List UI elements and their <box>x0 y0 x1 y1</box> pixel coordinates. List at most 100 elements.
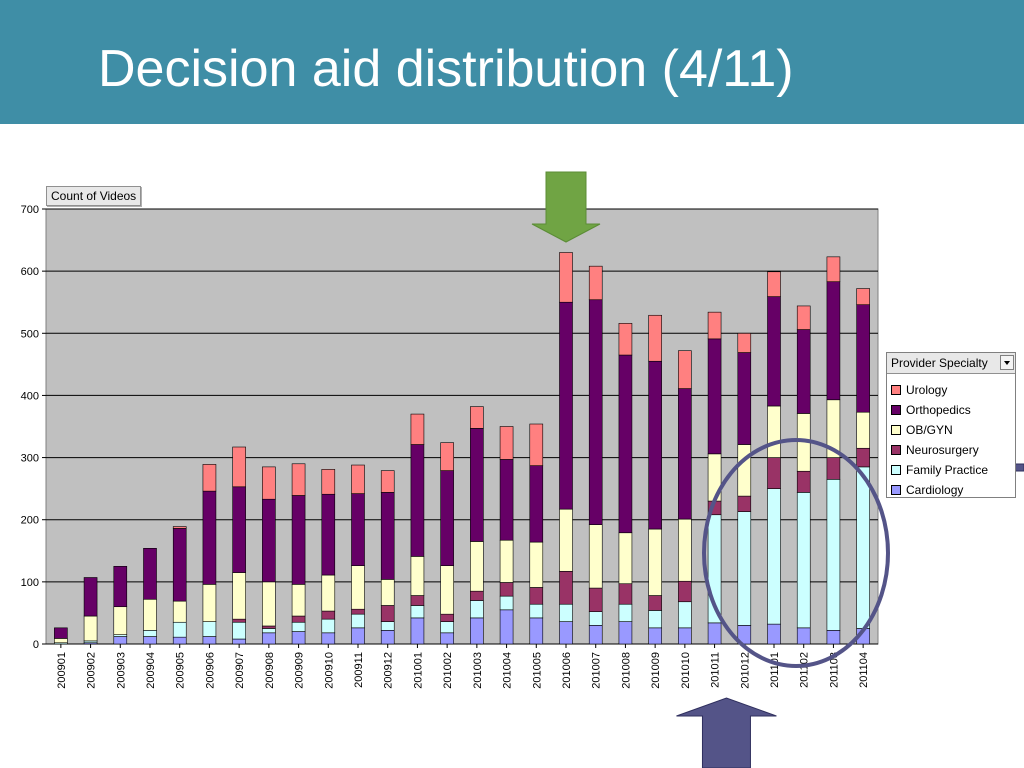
title-bar <box>0 0 1024 124</box>
bar-segment-ob-gyn <box>83 615 98 642</box>
bar-segment-ob-gyn <box>54 638 68 644</box>
bar-segment-orthopedics <box>559 301 573 510</box>
legend-label: OB/GYN <box>906 423 953 437</box>
bar-segment-orthopedics <box>54 627 68 639</box>
x-tick-label: 200901 <box>56 652 68 689</box>
dropdown-arrow-icon[interactable] <box>1000 355 1014 370</box>
bar-segment-ob-gyn <box>351 565 365 610</box>
y-tick-label: 500 <box>21 328 39 340</box>
legend-label: Neurosurgery <box>906 443 979 457</box>
bar-segment-family-practice <box>856 466 870 629</box>
y-tick-label: 300 <box>21 453 39 465</box>
legend-item-orthopedics[interactable]: Orthopedics <box>891 400 1015 420</box>
bar-segment-cardiology <box>380 630 395 645</box>
x-tick-label: 201102 <box>799 652 811 688</box>
legend-label: Orthopedics <box>906 403 971 417</box>
y-tick-label: 600 <box>21 266 39 278</box>
bar-segment-ob-gyn <box>143 598 157 631</box>
bar-segment-orthopedics <box>737 352 752 445</box>
legend: Provider Specialty Urology Orthopedics OB/… <box>886 352 1016 498</box>
bar-segment-orthopedics <box>678 388 692 520</box>
bar-segment-neurosurgery <box>499 582 514 597</box>
x-tick-label: 200904 <box>145 652 157 689</box>
legend-item-cardiology[interactable]: Cardiology <box>891 480 1015 500</box>
bar-segment-cardiology <box>291 631 306 645</box>
legend-title: Provider Specialty <box>891 356 988 370</box>
x-tick-label: 200912 <box>383 652 395 689</box>
blue-up-arrow-annotation <box>676 697 777 768</box>
bar-segment-orthopedics <box>380 492 395 580</box>
legend-header[interactable]: Provider Specialty <box>887 353 1015 374</box>
x-tick-label: 200908 <box>264 652 276 689</box>
bar-segment-neurosurgery <box>262 625 276 629</box>
bar-segment-urology <box>470 406 484 429</box>
bar-segment-ob-gyn <box>202 584 217 622</box>
bar-segment-family-practice <box>678 601 692 629</box>
bar-segment-urology <box>559 252 573 303</box>
legend-swatch <box>891 465 901 475</box>
bar-segment-family-practice <box>529 603 544 619</box>
x-tick-label: 200903 <box>115 652 127 689</box>
legend-label: Urology <box>906 383 948 397</box>
bar-segment-ob-gyn <box>321 574 336 612</box>
bar-segment-ob-gyn <box>172 600 187 623</box>
x-tick-label: 201007 <box>591 652 603 689</box>
bar-segment-family-practice <box>796 492 811 629</box>
bar-segment-neurosurgery <box>321 610 336 620</box>
bar-segment-cardiology <box>321 632 336 645</box>
legend-item-family-practice[interactable]: Family Practice <box>891 460 1015 480</box>
bar-segment-orthopedics <box>826 281 841 401</box>
bar-segment-urology <box>440 442 454 471</box>
bar-segment-orthopedics <box>440 470 454 567</box>
y-tick-label: 0 <box>33 639 39 651</box>
bar-segment-ob-gyn <box>678 518 692 582</box>
bar-segment-urology <box>172 526 187 529</box>
bar-segment-urology <box>618 323 633 356</box>
bar-segment-neurosurgery <box>588 587 603 612</box>
bar-segment-cardiology <box>172 636 187 645</box>
bar-segment-cardiology <box>678 627 692 645</box>
bar-segment-orthopedics <box>113 566 128 608</box>
bar-segment-neurosurgery <box>856 447 870 468</box>
legend-swatch <box>891 385 901 395</box>
x-tick-label: 200905 <box>175 652 187 689</box>
bar-segment-urology <box>737 332 752 353</box>
bar-segment-orthopedics <box>529 465 544 543</box>
bar-segment-ob-gyn <box>410 556 425 596</box>
green-arrow-annotation <box>531 171 601 243</box>
bar-segment-cardiology <box>796 627 811 645</box>
bar-segment-neurosurgery <box>618 583 633 605</box>
bar-segment-orthopedics <box>202 490 217 585</box>
y-tick-label: 700 <box>21 204 39 216</box>
x-tick-label: 201104 <box>858 652 870 688</box>
bar-segment-neurosurgery <box>410 595 425 606</box>
bar-segment-urology <box>648 314 662 362</box>
bar-segment-neurosurgery <box>648 595 662 611</box>
legend-item-neurosurgery[interactable]: Neurosurgery <box>891 440 1015 460</box>
legend-item-ob-gyn[interactable]: OB/GYN <box>891 420 1015 440</box>
bar-segment-orthopedics <box>767 296 781 407</box>
bar-segment-ob-gyn <box>113 606 128 635</box>
legend-item-urology[interactable]: Urology <box>891 380 1015 400</box>
bar-segment-ob-gyn <box>232 572 246 620</box>
bar-segment-orthopedics <box>856 304 870 413</box>
bar-segment-neurosurgery <box>440 613 454 622</box>
bar-segment-cardiology <box>262 632 276 645</box>
field-label-count-of-videos[interactable]: Count of Videos <box>46 186 142 206</box>
bar-segment-orthopedics <box>470 428 484 542</box>
bar-segment-neurosurgery <box>767 457 781 489</box>
bar-segment-urology <box>767 271 781 297</box>
legend-swatch <box>891 425 901 435</box>
bar-segment-orthopedics <box>143 547 157 600</box>
bar-segment-orthopedics <box>499 459 514 541</box>
legend-label: Cardiology <box>906 483 964 497</box>
bar-segment-orthopedics <box>410 444 425 557</box>
bar-segment-orthopedics <box>618 354 633 534</box>
bar-segment-cardiology <box>202 636 217 645</box>
bar-segment-neurosurgery <box>529 587 544 605</box>
bar-segment-family-practice <box>588 611 603 626</box>
bar-segment-family-practice <box>351 613 365 629</box>
bar-segment-ob-gyn <box>262 581 276 627</box>
bar-segment-ob-gyn <box>291 584 306 617</box>
bar-segment-urology <box>826 256 841 283</box>
